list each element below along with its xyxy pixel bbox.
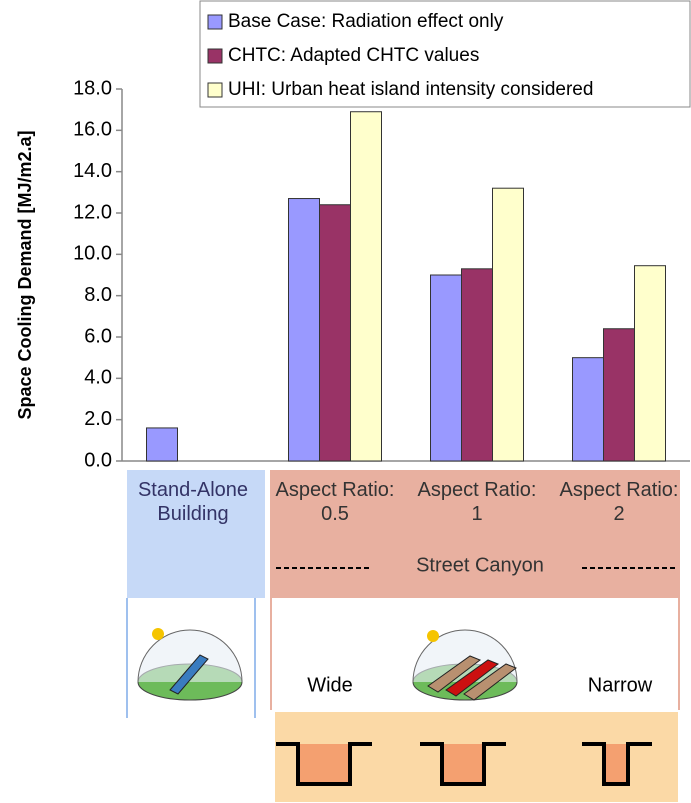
bar	[319, 204, 351, 462]
y-tick-label: 12.0	[73, 201, 112, 223]
legend-box	[199, 0, 691, 108]
canyon-icon	[412, 629, 518, 701]
x-tick-label: Aspect Ratio: 2	[559, 479, 679, 525]
street-canyon-label: Street Canyon	[416, 554, 544, 576]
bar	[461, 268, 493, 462]
wide-label: Wide	[307, 674, 353, 696]
bar	[430, 274, 462, 462]
legend-label: UHI: Urban heat island intensity conside…	[228, 79, 593, 100]
legend-swatch	[207, 48, 223, 64]
x-tick-label: Stand-Alone Building	[137, 479, 249, 525]
bar	[603, 328, 635, 462]
y-tick-label: 0.0	[84, 449, 112, 471]
bar	[492, 187, 524, 462]
bar	[572, 357, 604, 462]
stand-alone-panel	[127, 470, 265, 598]
legend-swatch	[207, 82, 223, 98]
y-tick-label: 4.0	[84, 367, 112, 389]
x-tick-label: Aspect Ratio: 0.5	[275, 479, 395, 525]
x-tick-label: Aspect Ratio: 1	[417, 479, 537, 525]
y-tick-label: 10.0	[73, 243, 112, 265]
y-tick-label: 14.0	[73, 160, 112, 182]
canyon-panel	[270, 470, 680, 598]
bar	[350, 111, 382, 462]
stand-alone-icon	[137, 628, 243, 701]
y-tick-label: 8.0	[84, 284, 112, 306]
y-tick-label: 2.0	[84, 408, 112, 430]
bar	[634, 265, 666, 462]
y-tick-label: 6.0	[84, 325, 112, 347]
legend-swatch	[207, 14, 223, 30]
narrow-label: Narrow	[588, 674, 653, 696]
y-axis-label: Space Cooling Demand [MJ/m2.a]	[15, 130, 35, 419]
legend-label: Base Case: Radiation effect only	[228, 11, 504, 32]
bar	[288, 198, 320, 462]
canyon-profiles	[276, 742, 652, 786]
y-tick-label: 18.0	[73, 77, 112, 99]
y-tick-label: 16.0	[73, 119, 112, 141]
legend-label: CHTC: Adapted CHTC values	[228, 45, 479, 66]
bar	[146, 427, 178, 462]
